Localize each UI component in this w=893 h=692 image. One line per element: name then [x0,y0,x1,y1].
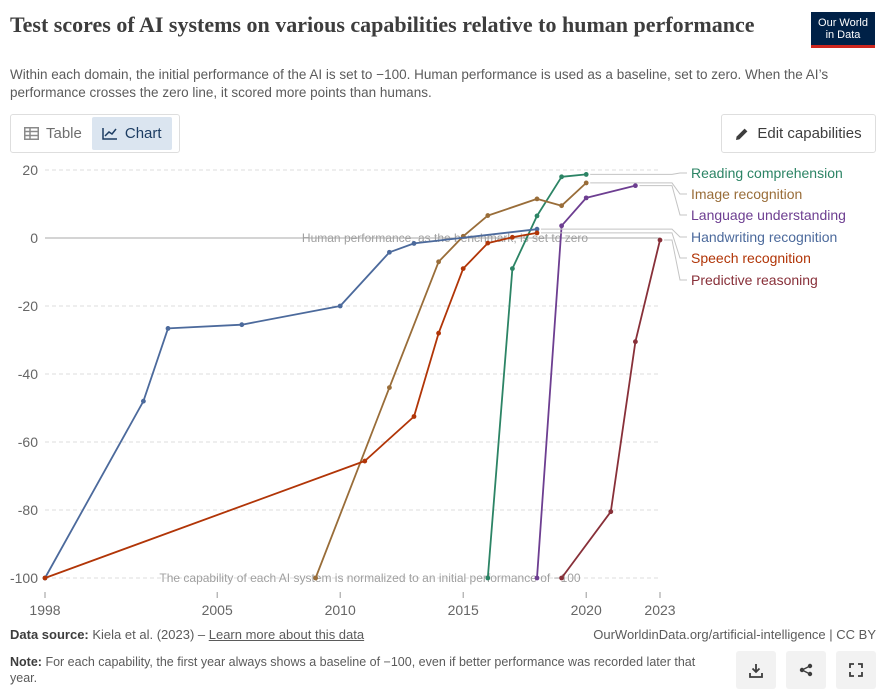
data-point [436,259,441,265]
data-point [633,183,638,189]
data-point [657,237,663,243]
data-point [485,240,491,246]
note-text: For each capability, the first year alwa… [10,655,696,685]
x-tick-label: 2010 [325,602,356,618]
y-tick-label: 20 [22,162,38,178]
data-point [141,398,146,404]
tab-table[interactable]: Table [14,117,92,150]
learn-more-link[interactable]: Learn more about this data [208,627,365,642]
data-point [583,180,589,186]
y-tick-label: 0 [30,230,38,246]
fullscreen-icon [849,663,863,677]
y-tick-label: -100 [10,570,38,586]
data-point [559,203,564,209]
x-tick-label: 2020 [571,602,602,618]
data-point [337,303,343,309]
source-text: Kiela et al. (2023) – [92,627,209,642]
data-point [534,226,540,232]
line-chart: 20 0 -20 -40 -60 -80 -100 Human performance, as… [10,162,846,618]
legend-label: Image recognition [691,186,802,202]
data-point [362,458,368,464]
data-point [460,266,466,271]
data-point [165,326,171,331]
x-tick-label: 2023 [644,602,675,618]
share-icon [799,663,813,677]
data-point [534,213,540,219]
data-point [559,174,564,180]
data-point [534,196,540,202]
data-point [510,266,515,271]
data-point [608,509,614,515]
data-source: Data source: Kiela et al. (2023) – Learn… [10,627,364,642]
legend-label: Handwriting recognition [691,229,837,245]
legend-label: Language understanding [691,207,846,223]
series-line [44,232,538,579]
source-label: Data source: [10,627,89,642]
data-point [583,172,589,177]
data-point [633,339,638,345]
table-icon [24,127,39,140]
note-label: Note: [10,655,42,669]
data-point [559,575,564,581]
citation[interactable]: OurWorldinData.org/artificial-intelligen… [593,627,876,642]
data-point [42,575,48,581]
legend-connector [639,185,687,216]
data-point [534,230,540,236]
line-chart-icon [102,128,117,140]
series-line [560,239,661,579]
data-point [313,575,318,581]
data-point [239,322,245,328]
download-icon [749,663,763,678]
legend-connector [664,239,687,281]
share-button[interactable] [786,651,826,689]
legend-connector [541,232,687,259]
logo-line-2: in Data [825,28,861,41]
y-tick-label: -40 [18,366,38,382]
tab-chart[interactable]: Chart [91,117,172,150]
series-line [44,228,538,579]
chart-subtitle: Within each domain, the initial performa… [10,67,829,100]
legend-connector [590,172,687,175]
fullscreen-button[interactable] [836,651,876,689]
legend-label: Reading comprehension [691,165,843,181]
chart-title: Test scores of AI systems on various cap… [10,12,755,37]
pencil-icon [736,128,748,140]
edit-capabilities-button[interactable]: Edit capabilities [721,114,876,153]
data-point [411,414,417,419]
legend-label: Speech recognition [691,250,811,266]
data-point [387,385,392,390]
legend-connector [590,182,687,195]
data-point [485,575,491,581]
series-line [314,182,587,579]
legend-connector [541,228,687,238]
data-point [436,330,441,336]
y-tick-label: -20 [18,298,38,314]
data-point [485,213,491,218]
data-point [583,195,589,201]
legend-label: Predictive reasoning [691,272,818,288]
data-point [387,249,392,255]
download-button[interactable] [736,651,776,689]
view-tabs: Table Chart [10,114,180,153]
x-tick-label: 2005 [202,602,233,618]
edit-capabilities-label: Edit capabilities [757,125,862,142]
tab-table-label: Table [46,125,82,142]
x-tick-label: 2015 [448,602,479,618]
owid-logo[interactable]: Our World in Data [811,12,875,48]
zero-line-annotation: Human performance, as the benchmark, is … [302,231,588,245]
tab-chart-label: Chart [124,125,162,142]
logo-line-1: Our World [818,16,868,29]
data-point [510,234,515,240]
y-tick-label: -80 [18,502,38,518]
baseline-annotation: The capability of each AI system is norm… [159,571,581,585]
footnote: Note: For each capability, the first yea… [10,654,710,686]
data-point [411,241,417,246]
x-tick-label: 1998 [29,602,60,618]
y-tick-label: -60 [18,434,38,450]
data-point [559,223,564,229]
data-point [534,575,540,581]
series-line [536,184,636,579]
